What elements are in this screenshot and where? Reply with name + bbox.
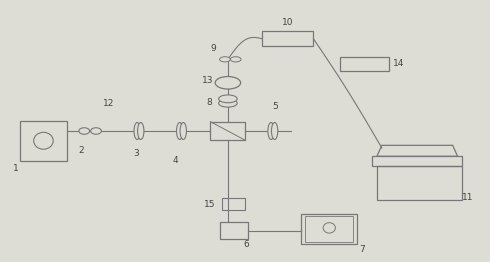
Ellipse shape [230,57,241,62]
Bar [221,198,245,210]
Text: 11: 11 [462,193,473,202]
Ellipse shape [219,95,237,103]
Text: 3: 3 [134,149,139,158]
Text: 2: 2 [78,146,84,155]
Ellipse shape [91,128,101,134]
Text: 6: 6 [243,240,249,249]
Text: 10: 10 [282,18,294,26]
Bar [20,121,67,161]
Bar [220,222,248,239]
Ellipse shape [271,123,278,139]
Ellipse shape [180,123,186,139]
Bar [372,156,463,166]
Text: 14: 14 [393,59,405,68]
Text: 9: 9 [210,44,216,53]
Bar [340,57,389,71]
Ellipse shape [34,132,53,149]
Text: 13: 13 [201,76,213,85]
Bar [210,122,245,140]
Bar [301,214,357,244]
Text: 12: 12 [102,99,114,108]
Ellipse shape [323,223,335,233]
Text: 7: 7 [359,245,365,254]
Bar [262,31,314,46]
Text: 1: 1 [12,164,18,173]
Text: 15: 15 [203,200,215,209]
Bar [377,166,463,200]
Bar [305,216,353,242]
Ellipse shape [268,123,274,139]
Text: 5: 5 [272,102,278,111]
Ellipse shape [79,128,90,134]
Ellipse shape [220,57,230,62]
Ellipse shape [138,123,144,139]
Ellipse shape [215,77,241,89]
Ellipse shape [219,99,237,107]
Text: 8: 8 [206,98,212,107]
Ellipse shape [176,123,183,139]
Ellipse shape [134,123,140,139]
Text: 4: 4 [172,156,178,166]
